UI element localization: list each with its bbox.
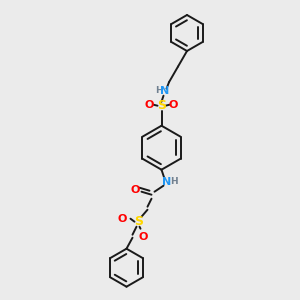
Text: S: S [157,99,166,112]
Text: H: H [170,177,177,186]
Text: O: O [139,232,148,242]
Text: O: O [145,100,154,110]
Text: O: O [118,214,127,224]
Text: N: N [162,177,171,187]
Text: H: H [155,86,162,95]
Text: O: O [169,100,178,110]
Text: O: O [131,185,140,195]
Text: S: S [134,215,143,228]
Text: N: N [160,86,169,96]
